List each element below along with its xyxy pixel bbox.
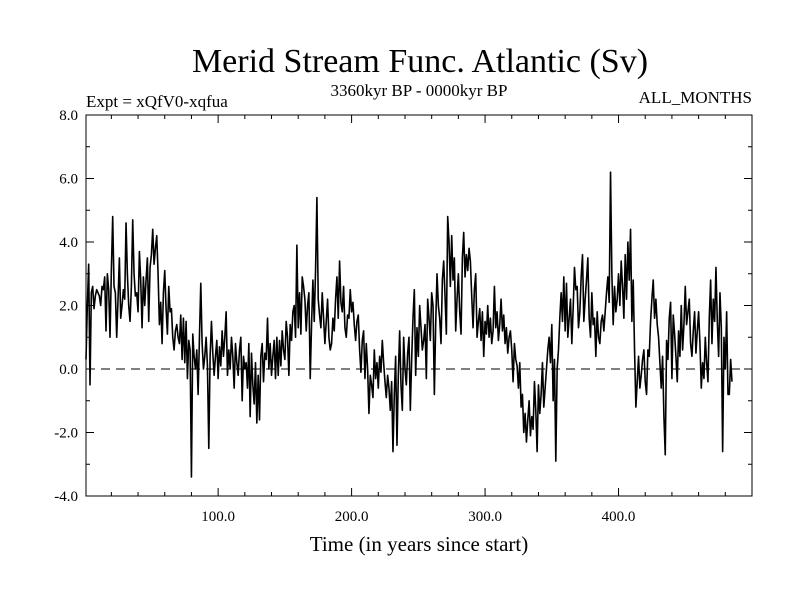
y-tick-label: 2.0	[59, 299, 78, 315]
y-tick-label: 4.0	[59, 235, 78, 251]
y-tick-label: 0.0	[59, 362, 78, 378]
y-tick-label: 6.0	[59, 172, 78, 188]
chart-subtitle: 3360kyr BP - 0000kyr BP	[331, 81, 508, 100]
y-tick-label: 8.0	[59, 108, 78, 124]
x-axis-label: Time (in years since start)	[310, 532, 529, 556]
plot-area: -4.0 -2.0 0.0 2.0 4.0 6.0 8.0 100.0 200.0 300.0 40…	[54, 108, 753, 525]
y-tick-label: -4.0	[54, 489, 78, 505]
chart-title: Merid Stream Func. Atlantic (Sv)	[192, 43, 648, 80]
y-tick-label: -2.0	[54, 426, 78, 442]
x-tick-label: 100.0	[201, 509, 235, 525]
series-line-0	[85, 171, 733, 478]
x-tick-label: 300.0	[468, 509, 502, 525]
experiment-label: Expt = xQfV0-xqfua	[86, 92, 228, 111]
x-tick-label: 400.0	[602, 509, 636, 525]
x-tick-label: 200.0	[335, 509, 369, 525]
months-label: ALL_MONTHS	[639, 88, 752, 107]
